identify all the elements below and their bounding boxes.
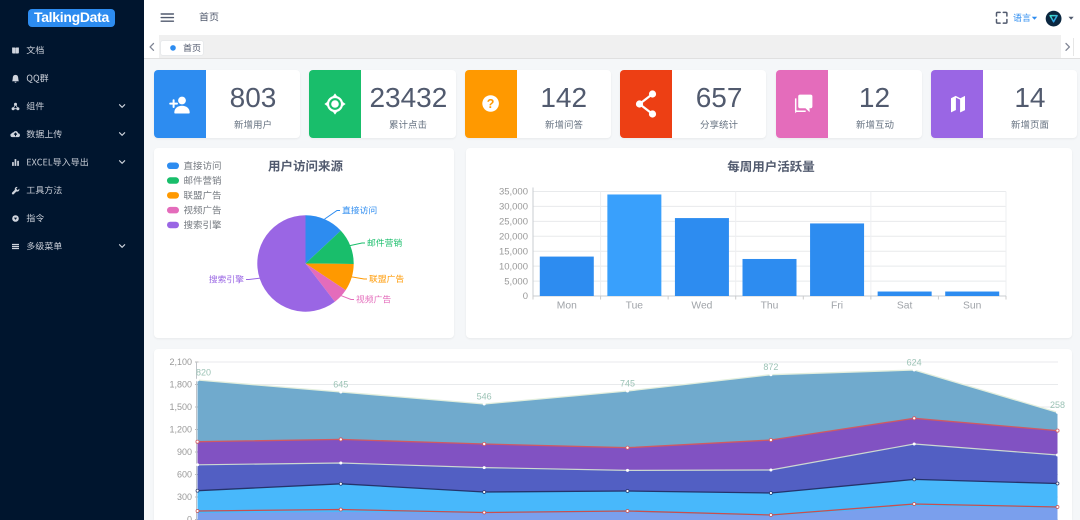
svg-text:?: ? bbox=[486, 97, 494, 111]
svg-text:Mon: Mon bbox=[557, 301, 577, 312]
svg-text:25,000: 25,000 bbox=[499, 217, 528, 228]
svg-text:35,000: 35,000 bbox=[499, 187, 528, 198]
svg-text:Wed: Wed bbox=[691, 301, 712, 312]
svg-text:872: 872 bbox=[763, 362, 778, 372]
svg-text:20,000: 20,000 bbox=[499, 231, 528, 242]
svg-text:0: 0 bbox=[523, 291, 528, 302]
svg-text:0: 0 bbox=[187, 515, 192, 520]
svg-text:624: 624 bbox=[907, 358, 922, 368]
svg-text:600: 600 bbox=[177, 470, 192, 480]
svg-text:1,200: 1,200 bbox=[169, 425, 192, 435]
svg-text:2,100: 2,100 bbox=[169, 357, 192, 367]
svg-text:30,000: 30,000 bbox=[499, 202, 528, 213]
svg-text:Sat: Sat bbox=[897, 301, 913, 312]
svg-text:1,800: 1,800 bbox=[169, 380, 192, 390]
svg-text:Thu: Thu bbox=[761, 301, 779, 312]
svg-text:1,500: 1,500 bbox=[169, 402, 192, 412]
svg-text:546: 546 bbox=[477, 392, 492, 402]
svg-text:645: 645 bbox=[333, 380, 348, 390]
svg-text:5,000: 5,000 bbox=[504, 276, 528, 287]
svg-text:900: 900 bbox=[177, 447, 192, 457]
svg-text:15,000: 15,000 bbox=[499, 246, 528, 257]
svg-text:10,000: 10,000 bbox=[499, 261, 528, 272]
svg-text:Fri: Fri bbox=[831, 301, 843, 312]
svg-text:Sun: Sun bbox=[963, 301, 982, 312]
svg-text:820: 820 bbox=[196, 368, 211, 378]
svg-text:Tue: Tue bbox=[626, 301, 644, 312]
svg-text:300: 300 bbox=[177, 492, 192, 502]
svg-text:258: 258 bbox=[1050, 400, 1065, 410]
svg-text:745: 745 bbox=[620, 379, 635, 389]
